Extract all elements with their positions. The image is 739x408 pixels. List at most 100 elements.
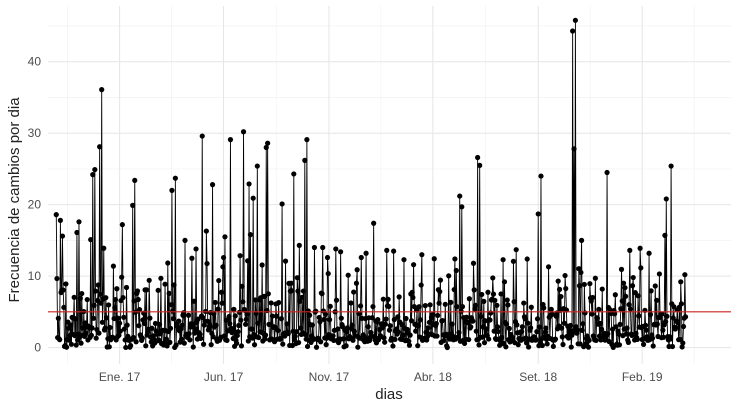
data-point xyxy=(436,300,442,306)
data-point xyxy=(89,325,95,331)
data-point xyxy=(293,329,300,335)
data-point xyxy=(117,328,123,334)
data-point xyxy=(93,335,99,341)
data-point xyxy=(560,341,566,348)
data-point xyxy=(136,323,142,329)
data-point xyxy=(626,302,632,308)
data-point xyxy=(289,288,295,294)
data-point xyxy=(330,333,336,339)
data-point xyxy=(338,249,344,255)
data-point xyxy=(466,296,472,302)
data-point xyxy=(302,331,309,338)
data-point xyxy=(71,294,77,300)
data-point xyxy=(617,321,623,327)
data-point xyxy=(232,313,238,319)
data-point xyxy=(353,280,360,286)
data-point xyxy=(351,289,357,295)
data-point xyxy=(141,320,147,327)
data-point xyxy=(276,300,282,306)
grid-minor xyxy=(48,6,731,364)
data-point xyxy=(105,302,112,308)
data-point xyxy=(576,283,583,289)
data-point xyxy=(227,321,233,327)
data-point xyxy=(383,316,389,322)
data-point xyxy=(213,322,219,328)
data-point xyxy=(542,329,548,335)
data-point xyxy=(199,133,205,139)
data-point xyxy=(571,146,577,152)
data-point xyxy=(465,320,471,326)
data-point xyxy=(624,325,630,331)
data-point xyxy=(395,314,401,320)
data-point xyxy=(117,320,123,326)
data-point xyxy=(54,275,60,282)
data-point xyxy=(112,305,118,311)
data-point xyxy=(593,337,599,344)
data-point xyxy=(181,310,187,316)
y-axis-ticks: 0 10 20 30 40 xyxy=(28,55,42,355)
data-point xyxy=(579,327,585,333)
data-point xyxy=(637,245,643,251)
data-point xyxy=(222,234,228,240)
data-point xyxy=(296,242,302,248)
data-point xyxy=(514,322,520,328)
data-point xyxy=(156,337,162,343)
data-point xyxy=(63,281,69,287)
data-point xyxy=(399,321,405,328)
data-point xyxy=(335,326,341,332)
data-point xyxy=(255,320,261,326)
data-point xyxy=(325,270,331,277)
data-point xyxy=(457,193,463,199)
data-point xyxy=(182,237,188,243)
data-point xyxy=(627,306,634,312)
data-point xyxy=(92,288,99,294)
data-point xyxy=(91,302,97,308)
data-point xyxy=(434,333,440,339)
data-point xyxy=(344,329,350,335)
data-point xyxy=(559,325,565,331)
data-point xyxy=(143,343,149,349)
data-point xyxy=(510,258,517,264)
data-point xyxy=(419,252,425,258)
data-point xyxy=(238,317,244,323)
y-axis-title: Frecuencia de cambios por dia xyxy=(6,97,23,303)
data-point xyxy=(229,328,236,335)
data-point xyxy=(63,344,70,350)
data-point xyxy=(173,342,179,348)
data-point xyxy=(492,297,498,303)
data-point xyxy=(549,311,555,317)
data-point xyxy=(130,202,136,208)
data-point xyxy=(574,327,581,333)
data-point xyxy=(539,342,545,349)
data-point xyxy=(552,336,559,342)
data-point xyxy=(473,328,479,334)
data-point xyxy=(592,275,598,281)
data-point xyxy=(298,325,304,331)
data-point xyxy=(622,285,628,291)
data-point xyxy=(355,344,361,350)
data-point xyxy=(220,254,227,261)
data-point xyxy=(195,316,201,322)
data-point xyxy=(407,332,413,338)
data-point xyxy=(629,283,636,289)
data-point xyxy=(444,344,450,351)
data-point xyxy=(599,286,605,292)
data-point xyxy=(533,337,539,343)
data-point xyxy=(189,255,195,261)
data-point xyxy=(207,322,213,328)
data-point xyxy=(234,332,240,339)
data-point xyxy=(485,289,491,295)
data-point xyxy=(136,307,143,313)
data-point xyxy=(660,327,666,333)
data-point xyxy=(477,162,483,168)
data-point xyxy=(60,287,66,293)
data-point xyxy=(181,340,187,346)
y-tick-label: 30 xyxy=(28,126,42,140)
data-point xyxy=(121,326,128,332)
data-point xyxy=(488,310,494,316)
data-point xyxy=(627,247,633,253)
data-point xyxy=(416,304,422,310)
data-point xyxy=(172,175,178,181)
data-point xyxy=(662,319,669,325)
data-point xyxy=(348,300,354,306)
